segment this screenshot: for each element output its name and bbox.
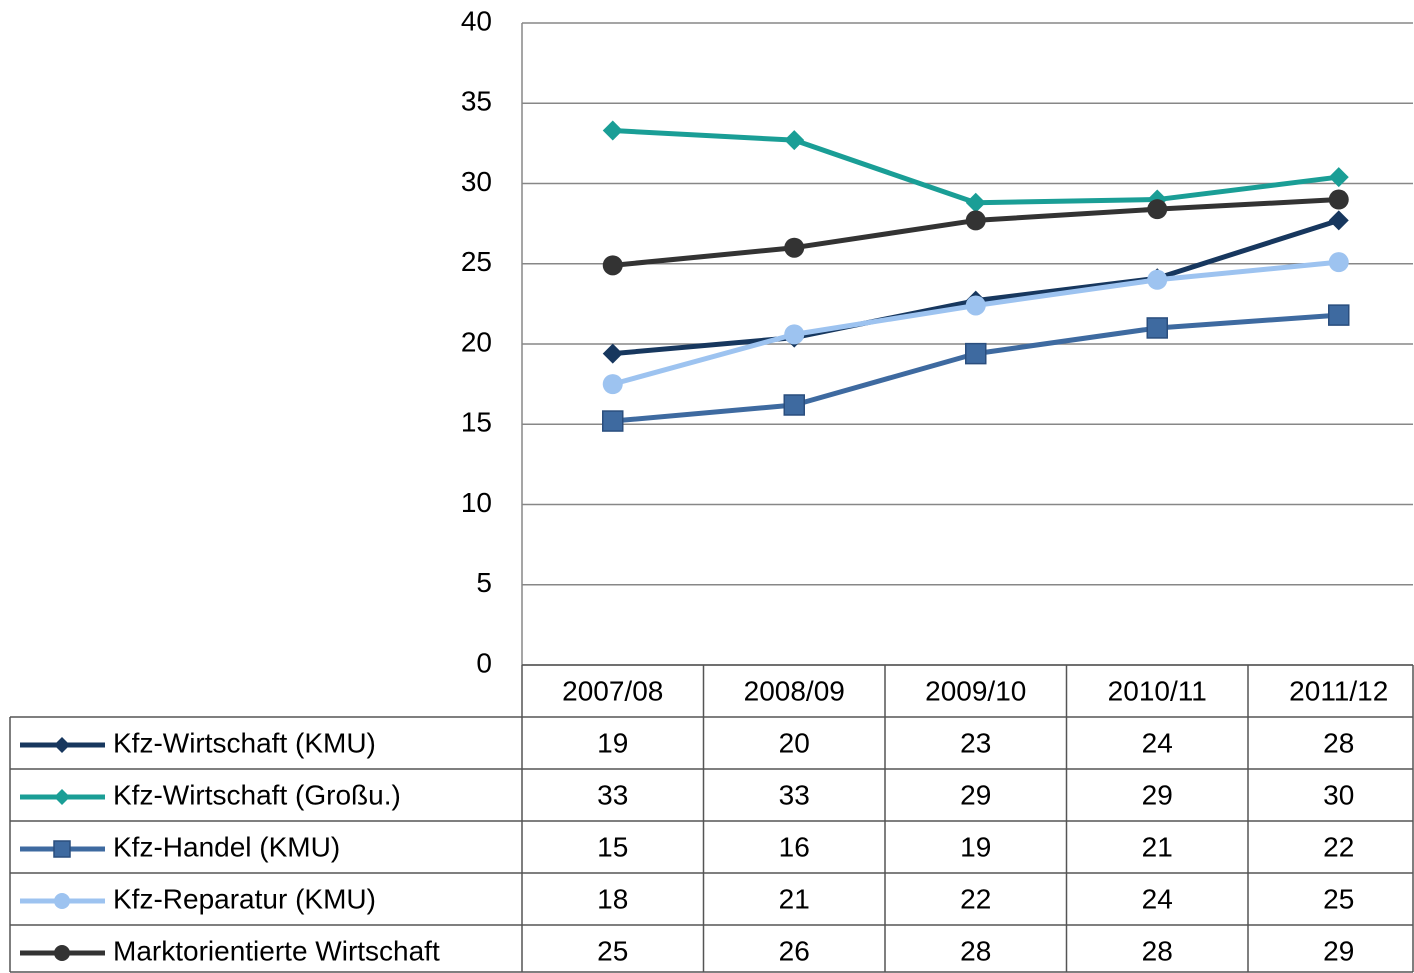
table-value: 16 [779, 831, 810, 862]
series-line [612, 128, 1340, 206]
marker [602, 374, 623, 395]
table-value: 15 [597, 831, 628, 862]
table-value: 28 [1142, 935, 1173, 966]
table-value: 22 [1323, 831, 1354, 862]
table-value: 22 [960, 883, 991, 914]
table-value: 28 [960, 935, 991, 966]
table-value: 33 [779, 779, 810, 810]
table-value: 26 [779, 935, 810, 966]
x-tick-label: 2010/11 [1108, 675, 1207, 706]
x-tick-label: 2007/08 [562, 675, 663, 706]
table-value: 21 [1142, 831, 1173, 862]
legend-label: Kfz-Wirtschaft (Großu.) [113, 779, 401, 810]
marker [1147, 199, 1168, 220]
table-value: 33 [597, 779, 628, 810]
y-tick-label: 40 [461, 5, 492, 36]
legend-label: Kfz-Reparatur (KMU) [113, 883, 376, 914]
marker [54, 893, 70, 909]
marker [1328, 167, 1349, 188]
marker [965, 192, 986, 213]
y-tick-label: 30 [461, 166, 492, 197]
marker [783, 394, 805, 416]
series [602, 210, 1349, 364]
marker [602, 343, 623, 364]
marker [1328, 252, 1349, 273]
marker [1328, 210, 1349, 231]
table-value: 25 [597, 935, 628, 966]
marker [602, 410, 624, 432]
marker [965, 210, 986, 231]
y-tick-label: 20 [461, 326, 492, 357]
table-value: 19 [960, 831, 991, 862]
table-value: 28 [1323, 727, 1354, 758]
x-tick-label: 2009/10 [925, 675, 1026, 706]
legend-label: Kfz-Wirtschaft (KMU) [113, 727, 376, 758]
marker [784, 324, 805, 345]
table-value: 21 [779, 883, 810, 914]
y-tick-label: 10 [461, 487, 492, 518]
marker [1328, 189, 1349, 210]
table-value: 25 [1323, 883, 1354, 914]
marker [1328, 304, 1350, 326]
series [602, 252, 1349, 395]
table-value: 18 [597, 883, 628, 914]
series-line [612, 312, 1339, 424]
marker [1146, 317, 1168, 339]
series [602, 189, 1349, 276]
table-value: 29 [1323, 935, 1354, 966]
marker [784, 130, 805, 151]
y-tick-label: 15 [461, 407, 492, 438]
table-value: 24 [1142, 883, 1173, 914]
table-value: 24 [1142, 727, 1173, 758]
marker [1147, 269, 1168, 290]
marker [602, 255, 623, 276]
table-value: 29 [960, 779, 991, 810]
marker [54, 737, 70, 753]
legend-label: Marktorientierte Wirtschaft [113, 935, 440, 966]
marker [53, 840, 71, 858]
marker [784, 237, 805, 258]
y-tick-label: 25 [461, 246, 492, 277]
table-value: 30 [1323, 779, 1354, 810]
marker [965, 295, 986, 316]
y-tick-label: 0 [476, 647, 492, 678]
legend-label: Kfz-Handel (KMU) [113, 831, 340, 862]
y-tick-label: 35 [461, 86, 492, 117]
x-tick-label: 2008/09 [744, 675, 845, 706]
marker [54, 945, 70, 961]
table-value: 20 [779, 727, 810, 758]
x-tick-label: 2011/12 [1289, 675, 1388, 706]
y-tick-label: 5 [476, 567, 492, 598]
marker [54, 789, 70, 805]
table-value: 19 [597, 727, 628, 758]
series [602, 120, 1349, 213]
table-value: 23 [960, 727, 991, 758]
series [602, 304, 1350, 432]
marker [602, 120, 623, 141]
table-value: 29 [1142, 779, 1173, 810]
series-line [612, 218, 1340, 357]
marker [965, 342, 987, 365]
